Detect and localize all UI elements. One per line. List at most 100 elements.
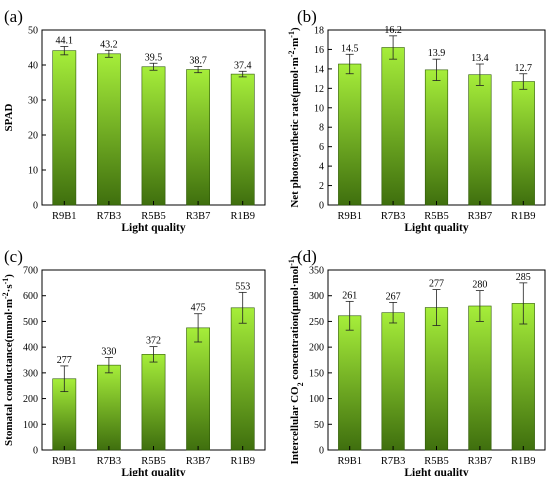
data-label: 16.2 xyxy=(384,25,402,36)
x-axis-label: Light quality xyxy=(404,467,468,476)
x-tick-label: R1B9 xyxy=(511,211,536,222)
bar xyxy=(141,66,166,206)
panel-label: (b) xyxy=(297,7,317,26)
y-tick-label: 200 xyxy=(23,394,38,405)
x-tick-label: R9B1 xyxy=(52,456,77,467)
x-tick-label: R7B3 xyxy=(97,211,122,222)
bar xyxy=(338,315,362,451)
y-axis-label: Intercellular CO2 concentration(μmol·mol… xyxy=(287,255,305,464)
bar xyxy=(186,327,210,451)
bar xyxy=(230,307,255,451)
x-tick-label: R5B5 xyxy=(424,456,449,467)
x-axis-label: Light quality xyxy=(404,222,468,234)
y-tick-label: 700 xyxy=(23,266,38,277)
y-tick-label: 200 xyxy=(309,343,324,354)
data-label: 39.5 xyxy=(145,52,163,63)
data-label: 13.4 xyxy=(471,53,489,64)
x-tick-label: R9B1 xyxy=(337,456,362,467)
x-tick-label: R1B9 xyxy=(511,456,536,467)
y-axis-label: SPAD xyxy=(3,103,15,131)
x-tick-label: R5B5 xyxy=(424,211,449,222)
y-tick-label: 14 xyxy=(314,64,324,75)
chart-panel-1: (a) 0 10 20 30 40 50 44.1 R9B1 43.2 R7B3 39.5 R5B5 38… xyxy=(3,7,266,234)
x-axis-label: Light quality xyxy=(121,222,185,234)
bar xyxy=(381,47,405,206)
y-tick-label: 400 xyxy=(23,343,38,354)
y-tick-label: 0 xyxy=(319,201,324,212)
bar xyxy=(468,305,492,451)
x-tick-label: R3B7 xyxy=(468,211,493,222)
y-tick-label: 18 xyxy=(314,26,324,37)
data-label: 43.2 xyxy=(100,39,118,50)
y-tick-label: 350 xyxy=(309,266,324,277)
x-tick-label: R7B3 xyxy=(381,211,406,222)
chart-panel-4: (d) 0 50 100 150 200 250 300 350 261 R9B1 267 R7B3 27… xyxy=(287,247,546,479)
bar xyxy=(141,354,166,451)
x-tick-label: R7B3 xyxy=(97,456,122,467)
bar xyxy=(97,364,121,451)
x-tick-label: R7B3 xyxy=(381,456,406,467)
bar xyxy=(511,81,535,206)
bar xyxy=(468,74,492,206)
y-tick-label: 30 xyxy=(28,96,38,107)
y-tick-label: 0 xyxy=(33,446,38,457)
bar xyxy=(424,69,449,206)
x-tick-label: R5B5 xyxy=(141,211,166,222)
data-label: 44.1 xyxy=(56,35,74,46)
y-tick-label: 10 xyxy=(28,166,38,177)
bar xyxy=(97,53,121,206)
data-label: 285 xyxy=(516,272,531,283)
bar xyxy=(338,63,362,206)
y-tick-label: 6 xyxy=(319,142,324,153)
data-label: 553 xyxy=(235,281,250,292)
y-tick-label: 12 xyxy=(314,84,324,95)
bar xyxy=(511,303,535,451)
y-tick-label: 0 xyxy=(33,201,38,212)
chart-panel-2: (b) 0 2 4 6 8 10 12 14 16 18 14.5 R9B1 16.2 R7B3 13.9 R5… xyxy=(287,7,546,234)
y-axis-label: Net photosynthetic rate(μmol·m-2·m-1) xyxy=(287,27,302,208)
y-tick-label: 16 xyxy=(314,45,324,56)
y-tick-label: 10 xyxy=(314,103,324,114)
data-label: 267 xyxy=(386,291,401,302)
y-tick-label: 50 xyxy=(314,420,324,431)
panel-label: (d) xyxy=(297,247,317,266)
y-tick-label: 40 xyxy=(28,61,38,72)
y-tick-label: 300 xyxy=(23,368,38,379)
y-tick-label: 100 xyxy=(23,420,38,431)
x-tick-label: R3B7 xyxy=(468,456,493,467)
bar xyxy=(381,312,405,451)
y-tick-label: 2 xyxy=(319,181,324,192)
x-tick-label: R5B5 xyxy=(141,456,166,467)
bar xyxy=(230,73,255,206)
y-tick-label: 50 xyxy=(28,26,38,37)
y-tick-label: 0 xyxy=(319,446,324,457)
data-label: 330 xyxy=(101,346,116,357)
data-label: 277 xyxy=(57,355,72,366)
y-tick-label: 300 xyxy=(309,291,324,302)
x-tick-label: R1B9 xyxy=(230,456,255,467)
chart-panel-3: (c) 0 100 200 300 400 500 600 700 277 R9B1 330 R7B3 3… xyxy=(1,247,266,479)
x-tick-label: R9B1 xyxy=(52,211,77,222)
y-tick-label: 600 xyxy=(23,291,38,302)
y-tick-label: 150 xyxy=(309,368,324,379)
x-axis-label: Light quality xyxy=(121,467,185,476)
y-axis-label: Stomatal conductance(mmol·m-2·s-1) xyxy=(1,274,16,446)
data-label: 277 xyxy=(429,279,444,290)
data-label: 475 xyxy=(191,303,206,314)
data-label: 38.7 xyxy=(189,55,207,66)
bar xyxy=(186,69,210,206)
x-tick-label: R1B9 xyxy=(230,211,255,222)
data-label: 13.9 xyxy=(428,48,446,59)
y-tick-label: 20 xyxy=(28,131,38,142)
y-tick-label: 100 xyxy=(309,394,324,405)
x-tick-label: R3B7 xyxy=(186,211,211,222)
panel-label: (a) xyxy=(4,7,23,26)
bar xyxy=(424,307,449,451)
data-label: 14.5 xyxy=(341,43,359,54)
x-tick-label: R3B7 xyxy=(186,456,211,467)
y-tick-label: 4 xyxy=(319,162,324,173)
panel-label: (c) xyxy=(4,247,23,266)
y-tick-label: 500 xyxy=(23,317,38,328)
